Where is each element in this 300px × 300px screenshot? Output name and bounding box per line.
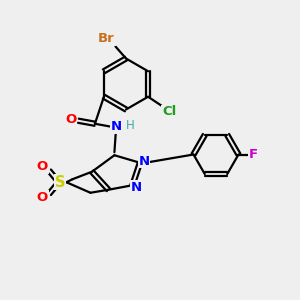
Text: O: O [65,113,76,126]
Text: S: S [55,175,65,190]
Text: F: F [249,148,258,161]
Text: O: O [37,160,48,173]
Text: O: O [37,191,48,204]
Text: N: N [138,155,149,168]
Text: N: N [131,181,142,194]
Text: Br: Br [98,32,115,46]
Text: Cl: Cl [162,105,176,118]
Text: H: H [126,119,134,132]
Text: N: N [110,120,122,133]
